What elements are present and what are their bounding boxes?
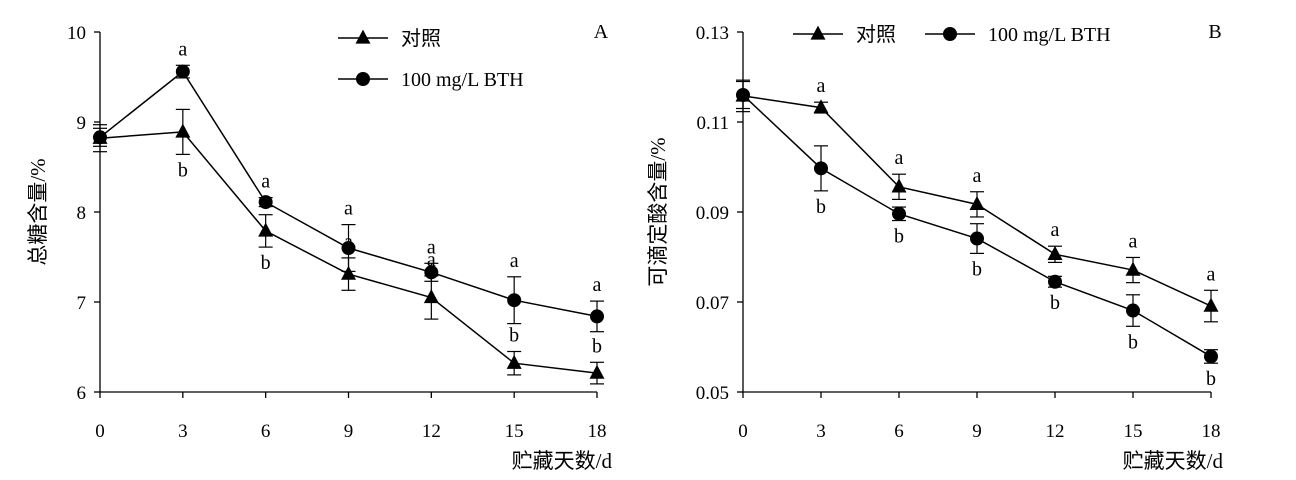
- panel-b-series-bth: b b b b b b: [736, 80, 1218, 390]
- panel-b-significance-letter: a: [895, 147, 904, 169]
- panel-a-x-tick-label: 15: [505, 421, 524, 442]
- panel-b-significance-letter: a: [1051, 219, 1060, 241]
- panel-a-significance-letter: a: [593, 274, 602, 296]
- panel-b-significance-letter: b: [1128, 331, 1138, 353]
- panel-a-x-tick-label: 9: [344, 421, 354, 442]
- panel-a-point-circle: [175, 64, 190, 79]
- panel-b-point-triangle: [891, 178, 907, 193]
- panel-a-significance-letter: b: [261, 252, 271, 274]
- panel-a-significance-letter: b: [178, 159, 188, 181]
- panel-a-point-circle: [507, 293, 522, 308]
- panel-b-point-triangle: [1047, 245, 1063, 260]
- panel-b-point-circle: [970, 231, 984, 246]
- panel-a-significance-letter: a: [261, 171, 270, 193]
- panel-a-significance-letter: a: [427, 236, 436, 258]
- panel-b-titratable-acid: 0.05 0.07 0.09 0.11 0.13 0 3 6 9 12 15 18 可滴定酸含量/% 贮藏…: [646, 21, 1223, 473]
- panel-b-x-tick-label: 0: [738, 421, 748, 442]
- panel-a-y-tick-label: 8: [77, 203, 87, 224]
- panel-b-point-circle: [814, 161, 828, 176]
- panel-b-series-control: a a a a a a: [735, 75, 1219, 323]
- panel-a-x-tick-label: 18: [588, 421, 607, 442]
- panel-b-x-tick-label: 9: [972, 421, 982, 442]
- panel-a-point-triangle: [258, 222, 274, 237]
- panel-a-point-triangle: [175, 123, 191, 138]
- panel-a-panel-label: A: [594, 21, 609, 43]
- panel-b-y-tick-label: 0.09: [696, 203, 729, 224]
- panel-a-legend: 对照 100 mg/L BTH: [338, 27, 524, 91]
- panel-a-legend-label: 对照: [401, 27, 441, 50]
- panel-a-point-circle: [341, 241, 356, 255]
- panel-b-point-triangle: [1203, 297, 1219, 312]
- panel-b-x-tick-label: 18: [1202, 421, 1221, 442]
- panel-b-point-triangle: [969, 195, 985, 211]
- panel-a-point-triangle: [506, 354, 522, 369]
- panel-b-legend-label: 对照: [856, 23, 896, 46]
- panel-a-point-triangle: [589, 364, 605, 379]
- panel-a-significance-letter: a: [510, 250, 519, 272]
- panel-a-total-sugar: 6789100369121518总糖含量/%贮藏天数/dAbbaabbaaaaa…: [26, 21, 612, 473]
- panel-b-y-tick-label: 0.13: [696, 23, 729, 44]
- panel-a-x-tick-label: 0: [95, 421, 105, 442]
- panel-a-y-tick-label: 7: [77, 293, 87, 314]
- panel-b-y-tick-label: 0.11: [696, 113, 729, 134]
- panel-b-x-tick-label: 3: [816, 421, 826, 442]
- panel-b-significance-letter: b: [816, 196, 826, 218]
- panel-a-x-tick-label: 3: [178, 421, 188, 442]
- panel-b-significance-letter: b: [894, 226, 904, 248]
- panel-a-point-triangle: [423, 289, 439, 304]
- panel-b-legend-marker-triangle: [810, 25, 826, 40]
- panel-b-point-circle: [1204, 349, 1218, 364]
- panel-b-point-triangle: [1125, 261, 1141, 276]
- panel-a-x-tick-label: 6: [261, 421, 271, 442]
- panel-b-significance-letter: a: [973, 165, 982, 187]
- panel-a-y-axis-title: 总糖含量/%: [26, 158, 50, 265]
- panel-b-significance-letter: a: [1129, 230, 1138, 252]
- panel-a-significance-letter: b: [592, 335, 602, 357]
- panel-a-x-tick-label: 12: [422, 421, 441, 442]
- panel-a-y-tick-label: 6: [77, 383, 87, 404]
- panel-a-legend-marker-triangle: [355, 29, 371, 44]
- panel-a-significance-letter: a: [344, 198, 353, 220]
- panel-b-significance-letter: a: [817, 75, 826, 97]
- panel-a-point-triangle: [341, 265, 356, 280]
- panel-b-point-circle: [892, 206, 906, 221]
- panel-b-panel-label: B: [1208, 21, 1221, 43]
- panel-a-legend-label: 100 mg/L BTH: [401, 69, 524, 91]
- panel-b-x-tick-label: 15: [1124, 421, 1143, 442]
- panel-b-legend-marker-circle: [943, 27, 957, 41]
- panel-b-legend-label: 100 mg/L BTH: [988, 24, 1111, 46]
- panel-b-x-tick-label: 12: [1046, 421, 1065, 442]
- panel-a-significance-letter: a: [427, 249, 436, 271]
- panel-a-x-axis-title: 贮藏天数/d: [512, 449, 613, 473]
- panel-b-significance-letter: b: [972, 258, 982, 280]
- panel-b-point-circle: [736, 88, 750, 102]
- panel-a-point-circle: [93, 130, 107, 145]
- panel-b-point-triangle: [813, 99, 829, 114]
- panel-a-legend-marker-circle: [356, 72, 370, 86]
- panel-b-significance-letter: b: [1050, 292, 1060, 314]
- panel-a-point-circle: [590, 309, 604, 324]
- panel-a-y-tick-label: 10: [67, 23, 86, 44]
- panel-b-y-tick-label: 0.07: [696, 293, 729, 314]
- panel-b-legend: 对照 100 mg/L BTH: [793, 23, 1111, 46]
- panel-a-y-tick-label: 9: [77, 113, 87, 134]
- panel-a-significance-letter: a: [178, 38, 187, 60]
- panel-a-significance-letter: b: [509, 325, 519, 347]
- panel-b-y-tick-label: 0.05: [696, 383, 729, 404]
- panel-b-x-axis-title: 贮藏天数/d: [1123, 449, 1224, 473]
- panel-a-point-circle: [258, 195, 273, 210]
- panel-b-significance-letter: a: [1207, 263, 1216, 285]
- panel-a-point-circle: [424, 265, 439, 280]
- panel-b-point-circle: [1048, 274, 1062, 289]
- panel-b-y-axis-title: 可滴定酸含量/%: [646, 137, 670, 286]
- panel-b-x-tick-label: 6: [894, 421, 904, 442]
- panel-b-point-circle: [1126, 303, 1140, 318]
- panel-b-significance-letter: b: [1206, 368, 1216, 390]
